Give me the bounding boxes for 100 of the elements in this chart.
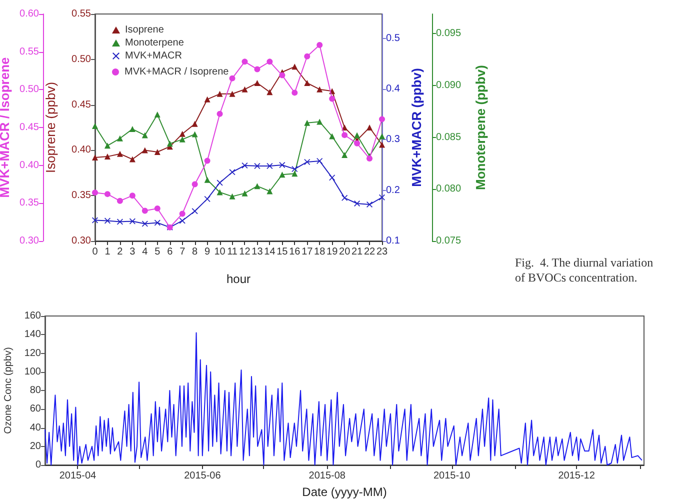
x-tick-label: 2: [117, 246, 124, 258]
legend-label: MVK+MACR: [125, 50, 182, 62]
point: [179, 130, 186, 137]
point: [104, 191, 110, 198]
x-tick-label: 7: [180, 246, 186, 258]
point: [192, 120, 198, 127]
x-tick-label: 14: [264, 246, 276, 258]
legend-label: Isoprene: [125, 24, 164, 36]
point: [316, 158, 323, 164]
point: [216, 110, 223, 117]
point: [154, 205, 160, 212]
x-tick-label: 15: [276, 246, 288, 258]
y3-axis-title: Monoterpene (ppbv): [473, 65, 488, 190]
point: [104, 142, 110, 149]
point: [166, 140, 173, 147]
x-tick-label: 0: [92, 246, 98, 258]
point: [116, 198, 123, 204]
x-tick-label: 10: [214, 246, 226, 258]
x-tick-label: 20: [339, 246, 351, 258]
point: [266, 58, 273, 65]
y-tick-label: 0.50: [20, 84, 40, 96]
legend-label: Monoterpene: [125, 38, 184, 48]
y-tick-label: 0.50: [72, 54, 92, 65]
point: [229, 193, 236, 200]
point: [329, 96, 336, 102]
point: [254, 66, 260, 72]
x-tick-label: 16: [289, 246, 301, 258]
y-tick-label: 0.45: [20, 122, 40, 133]
point: [116, 135, 123, 142]
point: [379, 194, 385, 200]
y-tick-label: 80: [30, 385, 42, 396]
x-tick-label: 3: [130, 246, 136, 258]
point: [266, 188, 273, 194]
x-tick-label: 18: [314, 246, 326, 258]
point: [366, 124, 373, 130]
y-tick-label: 0: [35, 460, 42, 470]
point: [192, 208, 198, 214]
y2-tick-label: 0.3: [386, 134, 400, 146]
point: [142, 132, 148, 138]
y2-tick-label: 0.5: [386, 32, 400, 44]
point: [304, 80, 310, 86]
y-tick-label: 100: [24, 366, 42, 378]
point: [354, 200, 360, 207]
point: [254, 80, 260, 86]
point: [379, 142, 385, 148]
point: [216, 180, 223, 186]
y-tick-label: 0.30: [20, 236, 40, 246]
x-tick-label: 17: [302, 246, 314, 258]
point: [154, 149, 160, 156]
y-tick-label: 120: [24, 348, 42, 359]
point: [292, 90, 298, 96]
y-tick-label: 0.35: [20, 198, 40, 209]
caption: Fig. 4. The diurnal variation of BVOCs concentration.: [515, 256, 656, 284]
point: [129, 156, 136, 162]
point: [342, 152, 348, 158]
y-tick-label: 160: [24, 310, 42, 322]
x-tick-label: 22: [364, 246, 376, 258]
point: [204, 96, 210, 102]
point: [342, 194, 348, 201]
point: [129, 192, 136, 199]
point: [179, 218, 186, 224]
point: [316, 118, 323, 125]
x-tick-label: 1: [104, 246, 111, 258]
x-tick-label: 6: [167, 246, 174, 258]
x-axis-title: Date (yyyy-MM): [302, 484, 387, 499]
point: [304, 158, 310, 165]
x-tick-label: 2015-08: [308, 470, 346, 482]
y3-tick-label: 0.080: [436, 184, 462, 195]
point: [192, 131, 198, 138]
y-tick-label: 60: [30, 404, 42, 415]
point: [254, 183, 260, 190]
x-tick-label: 5: [154, 246, 161, 258]
y-tick-label: 0.55: [72, 8, 92, 20]
point: [129, 126, 136, 132]
point: [92, 190, 98, 196]
point: [292, 170, 298, 177]
legend-label: MVK+MACR / Isoprene: [124, 66, 230, 78]
y-tick-label: 140: [24, 329, 42, 340]
point: [92, 154, 98, 160]
point: [229, 90, 236, 97]
point: [366, 156, 373, 162]
point: [242, 58, 248, 65]
y-tick-label: 0.60: [20, 8, 40, 20]
x-tick-label: 13: [252, 246, 264, 258]
point: [329, 174, 336, 181]
point: [242, 190, 248, 196]
y2-axis-title: MVK+MACR (ppbv): [409, 68, 424, 187]
y-tick-label: 0.40: [72, 144, 92, 156]
point: [154, 112, 160, 118]
point: [316, 86, 323, 92]
point: [304, 120, 310, 126]
point: [104, 154, 110, 160]
y3-tick-label: 0.085: [436, 132, 462, 143]
y2-tick-label: 0.4: [386, 83, 400, 94]
point: [179, 136, 186, 142]
y3-tick-label: 0.090: [436, 80, 462, 92]
point: [379, 116, 385, 122]
x-tick-label: 23: [376, 246, 388, 258]
point: [142, 208, 148, 214]
y-axis-title: Isoprene (ppbv): [43, 82, 58, 174]
